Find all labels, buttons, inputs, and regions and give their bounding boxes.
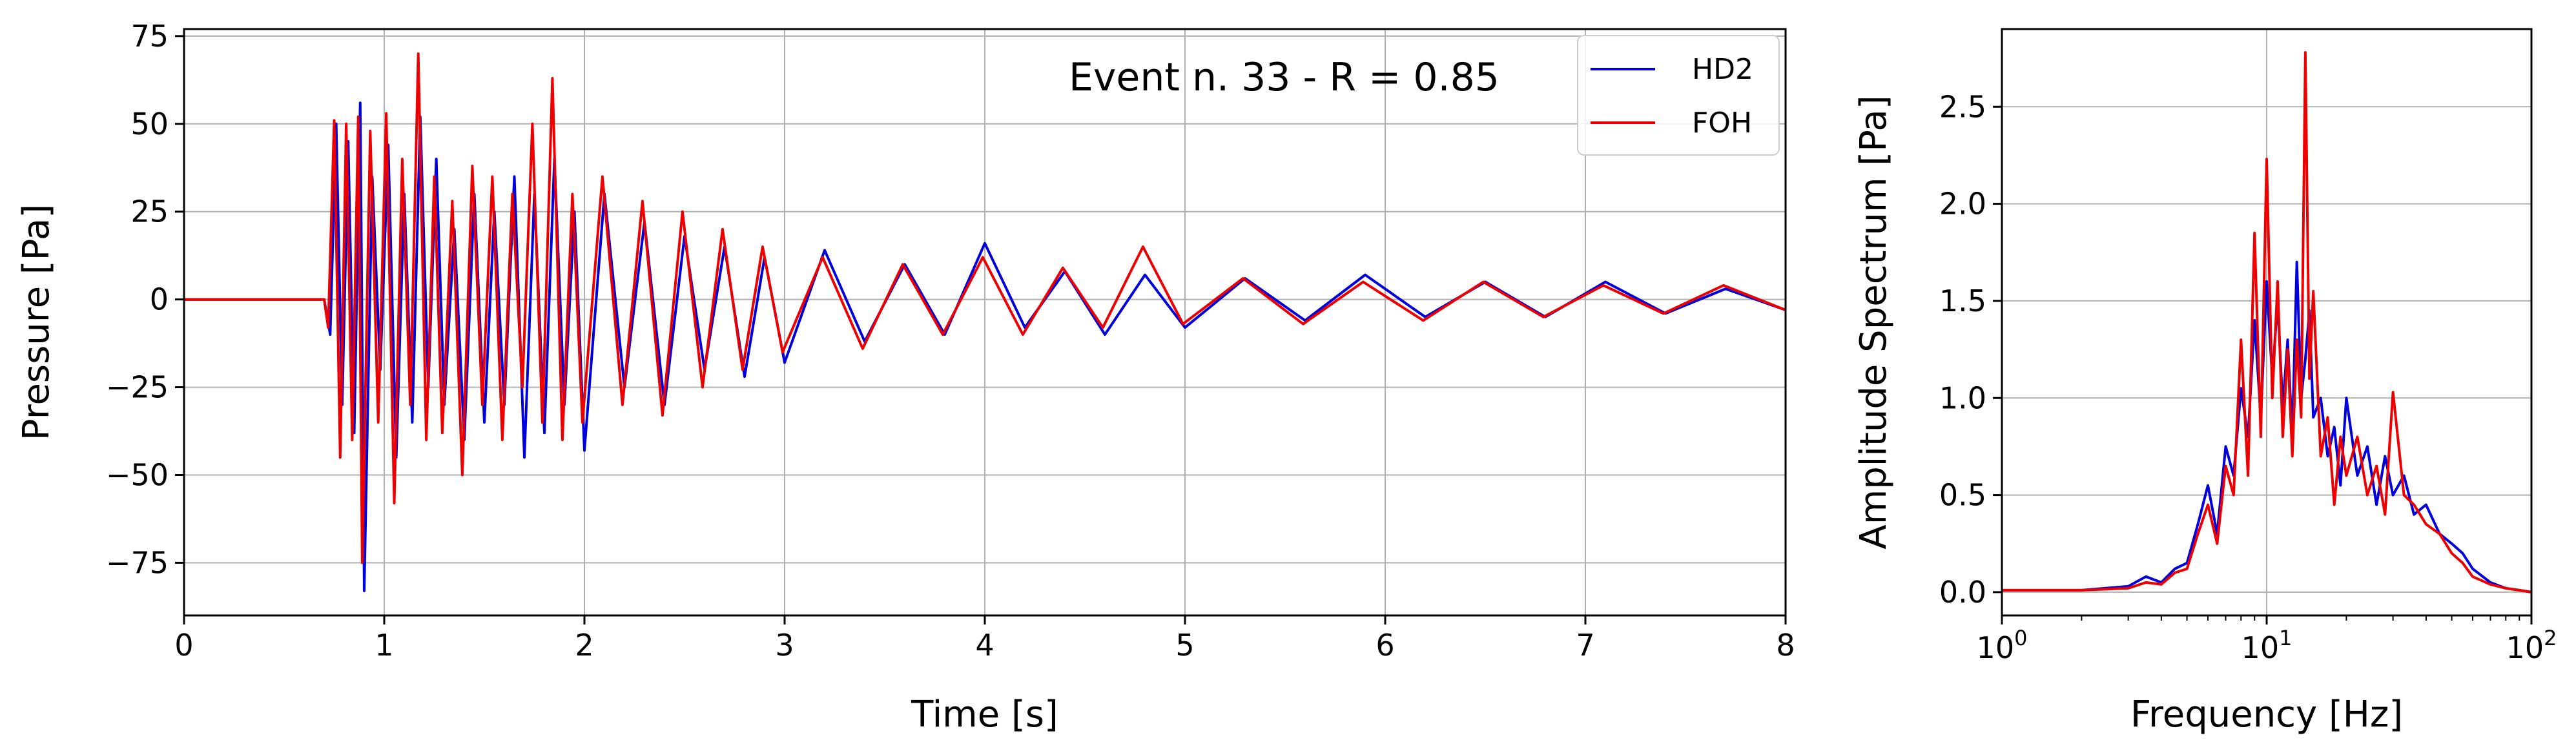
time-series-line-foh: [184, 52, 1786, 564]
time-series-line-hd2: [184, 101, 1786, 592]
legend: HD2 FOH: [1577, 35, 1780, 156]
time-series-chart: 0 1 2 3 4 5 6 7 8 −75 −50 −25 0 25 50 75 Event n. 33 - …: [15, 19, 1795, 736]
spectrum-line-foh: [2002, 51, 2532, 593]
freq-y-tick-label: 0.0: [1939, 575, 1986, 610]
legend-label-hd2: HD2: [1692, 53, 1753, 86]
spectrum-lines: [2002, 51, 2532, 593]
time-x-tick-label: 2: [575, 628, 593, 663]
time-series-y-axis-title: Pressure [Pa]: [15, 204, 57, 440]
freq-y-tick-label: 2.0: [1939, 187, 1986, 222]
time-x-tick-label: 5: [1175, 628, 1194, 663]
spectrum-grid: [2001, 29, 2532, 615]
legend-box: [1577, 35, 1780, 156]
spectrum-x-axis-title: Frequency [Hz]: [2130, 694, 2403, 736]
spectrum-y-axis-title: Amplitude Spectrum [Pa]: [1853, 95, 1895, 549]
freq-x-tick-label: 102: [2506, 626, 2557, 665]
time-series-annotation: Event n. 33 - R = 0.85: [1069, 55, 1499, 100]
freq-y-tick-label: 2.5: [1939, 89, 1986, 124]
time-series-lines: [184, 52, 1786, 592]
time-series-ticks: 0 1 2 3 4 5 6 7 8 −75 −50 −25 0 25 50 75: [106, 19, 1795, 663]
time-y-tick-label: 0: [150, 282, 169, 317]
time-x-tick-label: 6: [1376, 628, 1394, 663]
time-y-tick-label: −50: [106, 458, 169, 493]
time-series-x-axis-title: Time [s]: [911, 694, 1058, 736]
freq-y-tick-label: 1.0: [1939, 380, 1986, 415]
freq-x-tick-label: 100: [1977, 626, 2028, 665]
time-x-tick-label: 0: [174, 628, 193, 663]
spectrum-line-hd2: [2002, 260, 2532, 593]
spectrum-ticks: 100 101 102 0.0 0.5 1.0 1.5 2.0 2.5: [1939, 89, 2557, 665]
time-x-tick-label: 4: [975, 628, 994, 663]
time-x-tick-label: 3: [775, 628, 794, 663]
time-y-tick-label: 75: [130, 19, 169, 54]
time-x-tick-label: 8: [1776, 628, 1795, 663]
time-x-tick-label: 1: [375, 628, 393, 663]
freq-y-tick-label: 0.5: [1939, 478, 1986, 513]
freq-x-tick-label: 101: [2241, 626, 2293, 665]
time-y-tick-label: 25: [130, 194, 169, 229]
time-y-tick-label: 50: [130, 107, 169, 141]
spectrum-chart: 100 101 102 0.0 0.5 1.0 1.5 2.0 2.5 Frequency [H…: [1853, 28, 2557, 736]
time-y-tick-label: −25: [106, 370, 169, 405]
freq-y-tick-label: 1.5: [1939, 284, 1986, 318]
legend-label-foh: FOH: [1692, 107, 1752, 139]
time-y-tick-label: −75: [106, 545, 169, 580]
time-x-tick-label: 7: [1576, 628, 1594, 663]
